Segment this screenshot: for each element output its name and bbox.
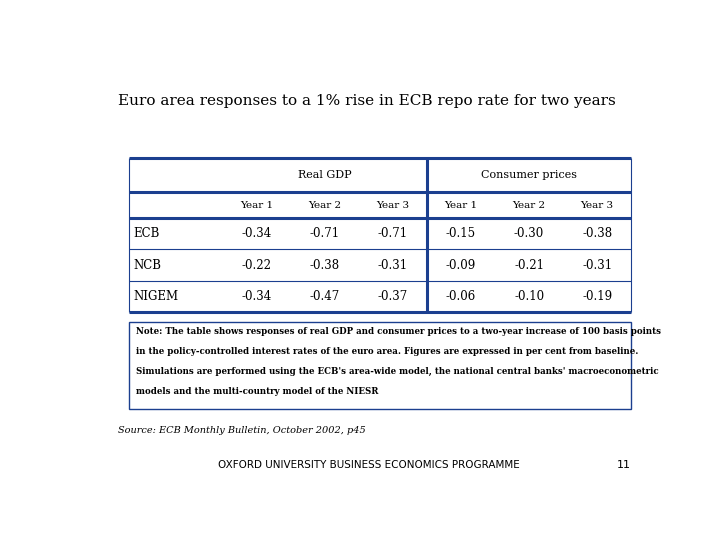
Text: -0.71: -0.71 <box>310 227 340 240</box>
Text: -0.71: -0.71 <box>378 227 408 240</box>
FancyBboxPatch shape <box>129 322 631 409</box>
Text: -0.06: -0.06 <box>446 289 476 303</box>
Text: Note: The table shows responses of real GDP and consumer prices to a two-year in: Note: The table shows responses of real … <box>136 327 661 336</box>
Text: -0.21: -0.21 <box>514 259 544 272</box>
Text: -0.47: -0.47 <box>310 289 340 303</box>
Text: Year 2: Year 2 <box>308 201 341 210</box>
Text: -0.31: -0.31 <box>378 259 408 272</box>
Text: -0.38: -0.38 <box>582 227 612 240</box>
Text: Euro area responses to a 1% rise in ECB repo rate for two years: Euro area responses to a 1% rise in ECB … <box>118 94 616 108</box>
Text: -0.31: -0.31 <box>582 259 612 272</box>
Text: -0.15: -0.15 <box>446 227 476 240</box>
Text: Year 3: Year 3 <box>580 201 613 210</box>
Text: Year 2: Year 2 <box>513 201 546 210</box>
Text: models and the multi-country model of the NIESR: models and the multi-country model of th… <box>136 387 378 396</box>
Text: -0.10: -0.10 <box>514 289 544 303</box>
Text: Real GDP: Real GDP <box>298 171 351 180</box>
Text: -0.34: -0.34 <box>242 227 272 240</box>
Text: -0.22: -0.22 <box>242 259 271 272</box>
Text: NIGEM: NIGEM <box>133 289 179 303</box>
Text: -0.37: -0.37 <box>378 289 408 303</box>
Text: -0.38: -0.38 <box>310 259 340 272</box>
Text: -0.34: -0.34 <box>242 289 272 303</box>
Text: Source: ECB Monthly Bulletin, October 2002, p45: Source: ECB Monthly Bulletin, October 20… <box>118 426 366 435</box>
Text: Simulations are performed using the ECB's area-wide model, the national central : Simulations are performed using the ECB'… <box>136 367 658 376</box>
Text: Year 3: Year 3 <box>377 201 410 210</box>
Text: -0.30: -0.30 <box>514 227 544 240</box>
Text: 11: 11 <box>617 460 631 470</box>
Text: ECB: ECB <box>133 227 160 240</box>
Text: Year 1: Year 1 <box>444 201 477 210</box>
Text: in the policy-controlled interest rates of the euro area. Figures are expressed : in the policy-controlled interest rates … <box>136 347 638 356</box>
Text: -0.19: -0.19 <box>582 289 612 303</box>
Text: Consumer prices: Consumer prices <box>481 171 577 180</box>
Text: -0.09: -0.09 <box>446 259 476 272</box>
Text: NCB: NCB <box>133 259 161 272</box>
Text: OXFORD UNIVERSITY BUSINESS ECONOMICS PROGRAMME: OXFORD UNIVERSITY BUSINESS ECONOMICS PRO… <box>218 460 520 470</box>
Text: Year 1: Year 1 <box>240 201 274 210</box>
